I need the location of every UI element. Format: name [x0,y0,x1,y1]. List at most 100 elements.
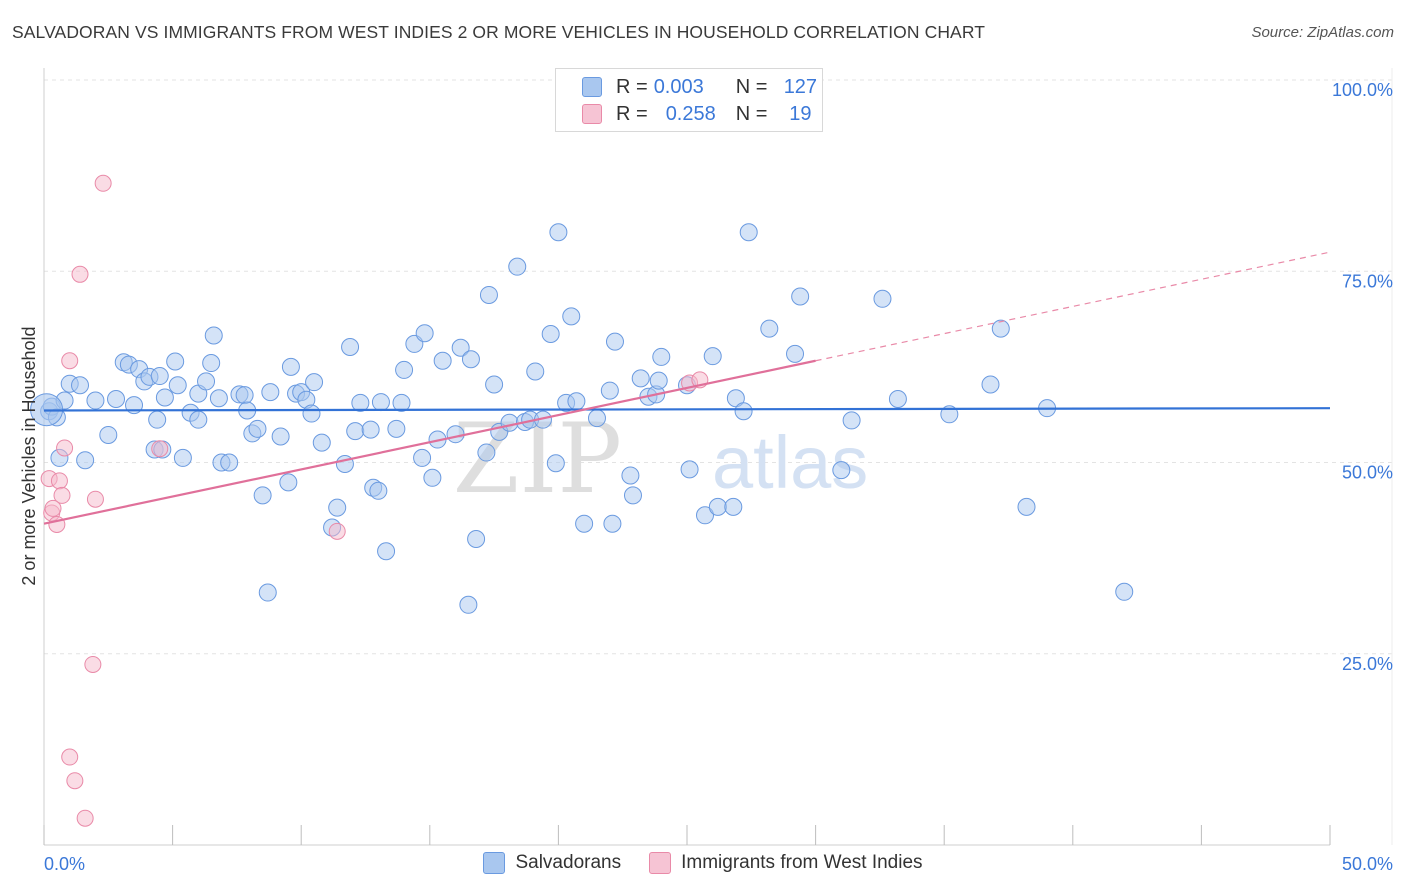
salvadoran-point [369,481,388,500]
salvadoran-point [413,448,432,467]
salvadoran-point [86,391,105,410]
salvadoran-point [708,497,727,516]
salvadoran-point [888,390,907,409]
salvadoran-point [271,427,290,446]
y-axis-label: 2 or more Vehicles in Household [19,326,39,585]
series-legend: Salvadorans Immigrants from West Indies [0,852,1406,874]
salvadorans-swatch [483,852,506,874]
salvadoran-point [392,393,411,412]
legend-r-value: 0.003 [653,75,704,98]
salvadoran-point [623,486,642,505]
salvadoran-point [940,405,959,424]
salvadoran-point [791,287,810,306]
salvadoran-point [621,466,640,485]
legend-row-salvadorans: R = 0.003 N = 127 [556,74,825,100]
salvadoran-point [204,326,223,345]
salvadoran-point [395,360,414,379]
correlation-legend: R = 0.003 N = 127 R = 0.258 N = 19 [555,68,823,132]
salvadoran-point [1017,497,1036,516]
west-indies-point [53,486,71,504]
salvadoran-point [253,486,272,505]
salvadoran-point [312,433,331,452]
salvadoran-point [567,392,586,411]
west-indies-point [84,655,102,673]
salvadoran-point [562,307,581,326]
salvadoran-point [168,376,187,395]
salvadoran-point [600,381,619,400]
salvadoran-point [703,347,722,366]
salvadoran-point [351,393,370,412]
salvadoran-point [361,420,380,439]
salvadoran-point [479,285,498,304]
salvadoran-point [71,376,90,395]
tick-labels: 100.0% 75.0% 50.0% 25.0% 0.0% 50.0% [44,80,1393,874]
west-indies-point [44,499,62,517]
salvadoran-point [467,530,486,548]
salvadoran-point [189,410,208,429]
salvadoran-point [739,223,758,242]
legend-n-label: N = [735,102,768,125]
salvadoran-point [235,386,254,405]
legend-swatch-blue [582,77,602,97]
salvadoran-point [832,461,851,480]
legend-r-value: 0.258 [665,102,716,125]
salvadoran-point [631,369,650,388]
salvadoran-point [423,468,442,487]
grid-lines [44,79,1392,655]
salvadoran-point [451,338,470,357]
salvadoran-point [371,393,390,412]
salvadoran-point [150,367,169,386]
series-legend-west-indies[interactable]: Immigrants from West Indies [649,852,923,874]
salvadoran-point [541,324,560,343]
salvadoran-point [724,497,743,516]
west-indies-point [71,265,89,283]
salvadoran-point [649,371,668,390]
salvadoran-point [387,419,406,438]
west-indies-point [151,440,169,458]
y-tick-label: 75.0% [1342,271,1393,291]
salvadoran-point [99,425,118,444]
salvadoran-point [248,419,267,438]
salvadoran-point [546,454,565,473]
salvadoran-point [500,413,519,432]
salvadoran-point [605,332,624,351]
west-indies-point [86,490,104,508]
y-tick-label: 100.0% [1332,80,1393,100]
salvadoran-point [1115,582,1134,601]
y-tick-label: 50.0% [1342,463,1393,483]
salvadoran-point [261,383,280,402]
salvadoran-point [155,388,174,407]
salvadoran-point [508,257,527,276]
salvadoran-point [603,514,622,533]
salvadoran-point [873,289,892,308]
salvadoran-point [842,411,861,430]
salvadoran-point [281,357,300,376]
salvadoran-point [166,352,185,371]
salvadoran-point [302,404,321,423]
salvadoran-point [148,410,167,429]
west-indies-point [94,174,112,192]
salvadoran-point [446,425,465,444]
west-indies-point [61,352,79,370]
west-indies-point [328,522,346,540]
salvadoran-point [652,347,671,366]
legend-swatch-pink [582,104,602,124]
salvadoran-point [526,362,545,381]
west-indies-point [76,809,94,827]
salvadoran-point [485,375,504,394]
legend-n-value: 19 [789,102,812,125]
west-indies-point [66,772,84,790]
salvadoran-point [202,354,221,373]
salvadoran-point [680,460,699,479]
series-legend-salvadorans[interactable]: Salvadorans [483,852,621,874]
salvadoran-point [981,375,1000,394]
salvadoran-point [258,583,277,602]
legend-row-west-indies: R = 0.258 N = 19 [556,101,825,127]
source-label: Source: ZipAtlas.com [1251,24,1394,41]
salvadoran-point [549,223,568,242]
salvadoran-point [734,402,753,421]
axes [43,68,1393,846]
salvadoran-point [575,514,594,533]
salvadoran-point [459,595,478,614]
